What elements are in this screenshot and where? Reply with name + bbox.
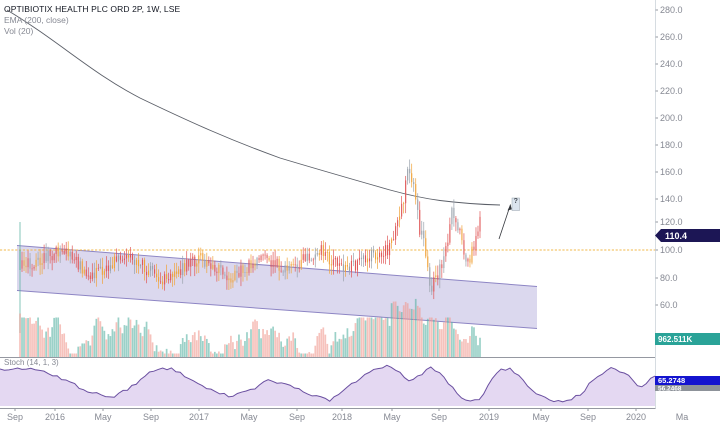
svg-text:180.0: 180.0 — [660, 140, 683, 150]
svg-text:2019: 2019 — [479, 412, 499, 422]
svg-text:240.0: 240.0 — [660, 59, 683, 69]
svg-text:May: May — [94, 412, 112, 422]
svg-text:140.0: 140.0 — [660, 194, 683, 204]
svg-text:Sep: Sep — [580, 412, 596, 422]
svg-text:Ma: Ma — [676, 412, 689, 422]
svg-text:56.2468: 56.2468 — [658, 386, 682, 393]
svg-text:100.0: 100.0 — [660, 245, 683, 255]
svg-text:Sep: Sep — [7, 412, 23, 422]
svg-text:60.0: 60.0 — [660, 300, 678, 310]
svg-text:160.0: 160.0 — [660, 167, 683, 177]
svg-text:2018: 2018 — [332, 412, 352, 422]
svg-text:2020: 2020 — [626, 412, 646, 422]
svg-text:200.0: 200.0 — [660, 113, 683, 123]
svg-text:962.511K: 962.511K — [658, 335, 692, 344]
svg-text:Sep: Sep — [431, 412, 447, 422]
svg-text:May: May — [532, 412, 550, 422]
svg-text:65.2748: 65.2748 — [658, 376, 685, 385]
svg-text:80.0: 80.0 — [660, 273, 678, 283]
svg-text:Stoch (14, 1, 3): Stoch (14, 1, 3) — [4, 358, 59, 367]
svg-text:110.4: 110.4 — [665, 231, 687, 241]
svg-text:Sep: Sep — [289, 412, 305, 422]
svg-text:2016: 2016 — [45, 412, 65, 422]
svg-text:120.0: 120.0 — [660, 217, 683, 227]
svg-text:280.0: 280.0 — [660, 5, 683, 15]
svg-text:220.0: 220.0 — [660, 86, 683, 96]
svg-text:260.0: 260.0 — [660, 32, 683, 42]
svg-text:May: May — [240, 412, 258, 422]
svg-text:Sep: Sep — [143, 412, 159, 422]
svg-text:2017: 2017 — [189, 412, 209, 422]
svg-text:May: May — [383, 412, 401, 422]
